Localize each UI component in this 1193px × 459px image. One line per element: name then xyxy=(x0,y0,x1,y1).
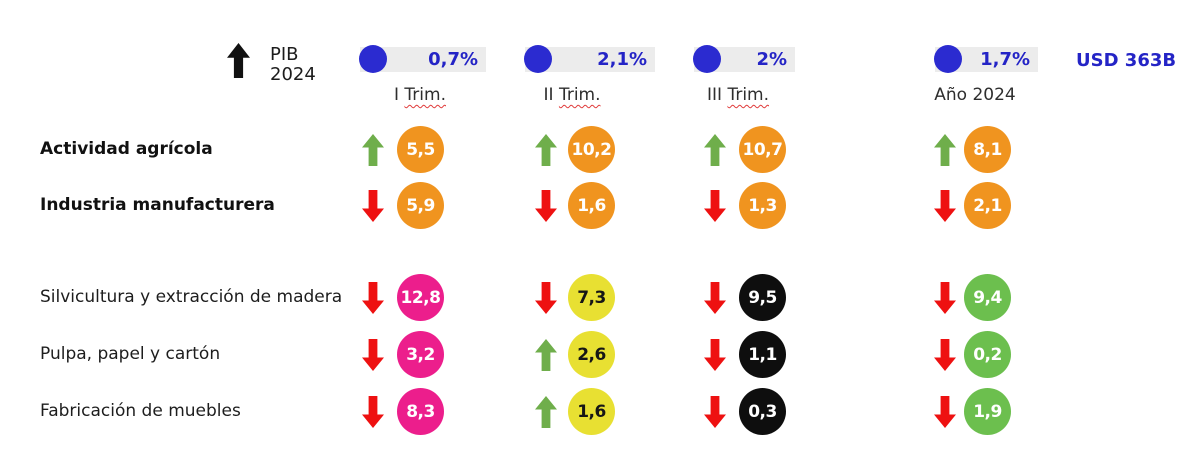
column-header-word: Trim. xyxy=(727,85,769,105)
blue-dot-icon xyxy=(524,45,552,73)
gdp-usd-total: USD 363B xyxy=(1076,50,1177,71)
value-bubble: 0,2 xyxy=(964,331,1011,378)
column-header-q2: II Trim. xyxy=(507,85,637,107)
trend-arrow-icon xyxy=(934,282,956,314)
gdp-value-q2: 2,1% xyxy=(597,49,647,70)
value-bubble: 9,5 xyxy=(739,274,786,321)
pib-title: PIB 2024 xyxy=(270,45,316,85)
trend-arrow-icon xyxy=(704,396,726,428)
sector-row: Actividad agrícola 5,5 10,2 10,7 8,1 xyxy=(0,126,1193,173)
blue-dot-icon xyxy=(934,45,962,73)
column-header-prefix: II xyxy=(543,85,554,105)
column-header-prefix: Año 2024 xyxy=(934,85,1016,105)
value-bubble: 8,3 xyxy=(397,388,444,435)
gdp-value-year: 1,7% xyxy=(980,49,1030,70)
gdp-pill-q1: 0,7% xyxy=(359,45,486,73)
blue-dot-icon xyxy=(693,45,721,73)
sector-label: Actividad agrícola xyxy=(40,139,213,159)
pib-title-line2: 2024 xyxy=(270,64,316,85)
value-bubble: 9,4 xyxy=(964,274,1011,321)
value-bubble: 1,6 xyxy=(568,388,615,435)
trend-arrow-icon xyxy=(535,190,557,222)
value-bubble: 10,7 xyxy=(739,126,786,173)
trend-arrow-icon xyxy=(704,339,726,371)
trend-arrow-icon xyxy=(934,396,956,428)
trend-arrow-icon xyxy=(362,190,384,222)
value-bubble: 1,1 xyxy=(739,331,786,378)
gdp-value-q3: 2% xyxy=(756,49,787,70)
trend-arrow-icon xyxy=(704,282,726,314)
trend-arrow-icon xyxy=(934,339,956,371)
pib-up-arrow-icon xyxy=(227,43,250,78)
trend-arrow-icon xyxy=(362,134,384,166)
value-bubble: 1,3 xyxy=(739,182,786,229)
column-header-q3: III Trim. xyxy=(673,85,803,107)
sector-label: Pulpa, papel y cartón xyxy=(40,344,221,364)
trend-arrow-icon xyxy=(362,339,384,371)
trend-arrow-icon xyxy=(535,396,557,428)
column-header-q1: I Trim. xyxy=(355,85,485,107)
trend-arrow-icon xyxy=(934,134,956,166)
trend-arrow-icon xyxy=(704,134,726,166)
column-header-year: Año 2024 xyxy=(910,85,1040,107)
value-bubble: 7,3 xyxy=(568,274,615,321)
trend-arrow-icon xyxy=(934,190,956,222)
sector-row: Fabricación de muebles 8,3 1,6 0,3 1,9 xyxy=(0,388,1193,435)
value-bubble: 12,8 xyxy=(397,274,444,321)
trend-arrow-icon xyxy=(535,339,557,371)
sector-label: Fabricación de muebles xyxy=(40,401,241,421)
sector-label: Silvicultura y extracción de madera xyxy=(40,287,343,307)
gdp-pill-year: 1,7% xyxy=(934,45,1038,73)
gdp-value-q1: 0,7% xyxy=(428,49,478,70)
value-bubble: 8,1 xyxy=(964,126,1011,173)
trend-arrow-icon xyxy=(535,134,557,166)
value-bubble: 2,6 xyxy=(568,331,615,378)
value-bubble: 1,6 xyxy=(568,182,615,229)
sector-label: Industria manufacturera xyxy=(40,195,275,215)
value-bubble: 5,9 xyxy=(397,182,444,229)
value-bubble: 0,3 xyxy=(739,388,786,435)
column-header-prefix: I xyxy=(394,85,400,105)
pib-title-line1: PIB xyxy=(270,44,299,65)
blue-dot-icon xyxy=(359,45,387,73)
value-bubble: 2,1 xyxy=(964,182,1011,229)
trend-arrow-icon xyxy=(704,190,726,222)
gdp-pill-q2: 2,1% xyxy=(524,45,655,73)
trend-arrow-icon xyxy=(362,396,384,428)
value-bubble: 10,2 xyxy=(568,126,615,173)
column-header-word: Trim. xyxy=(404,85,446,105)
column-header-word: Trim. xyxy=(558,85,601,105)
trend-arrow-icon xyxy=(535,282,557,314)
value-bubble: 1,9 xyxy=(964,388,1011,435)
value-bubble: 5,5 xyxy=(397,126,444,173)
gdp-pill-q3: 2% xyxy=(693,45,795,73)
trend-arrow-icon xyxy=(362,282,384,314)
value-bubble: 3,2 xyxy=(397,331,444,378)
sector-row: Industria manufacturera 5,9 1,6 1,3 2,1 xyxy=(0,182,1193,229)
column-header-prefix: III xyxy=(706,85,723,105)
sector-row: Pulpa, papel y cartón 3,2 2,6 1,1 0,2 xyxy=(0,331,1193,378)
sector-row: Silvicultura y extracción de madera 12,8… xyxy=(0,274,1193,321)
